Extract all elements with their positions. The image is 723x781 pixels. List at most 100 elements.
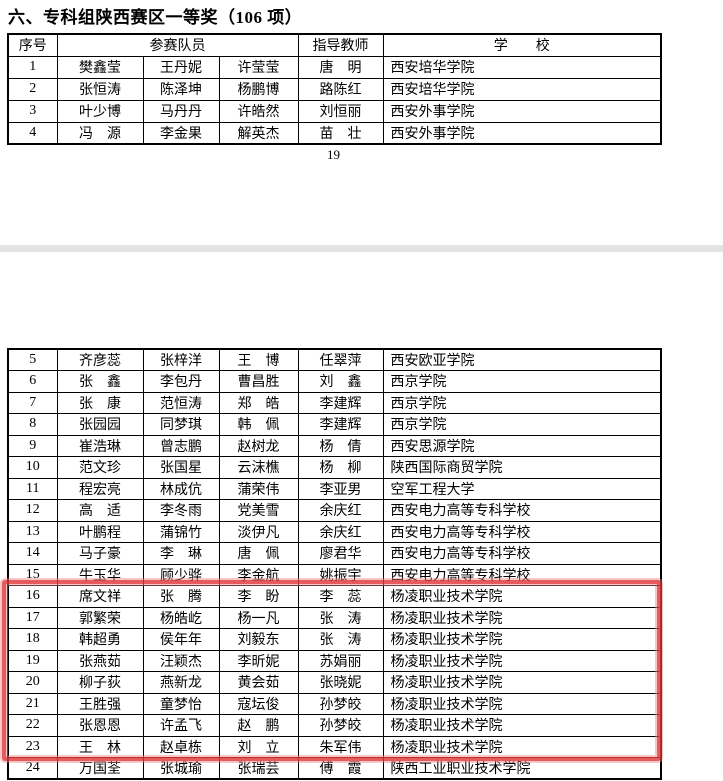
member2-cell: 李 琳 — [142, 542, 220, 565]
member1-cell: 叶鹏程 — [56, 520, 144, 543]
member1-cell: 张园园 — [56, 413, 144, 436]
member3-cell: 赵树龙 — [218, 434, 299, 457]
member2-cell: 同梦琪 — [142, 413, 220, 436]
teacher-cell: 路陈红 — [297, 77, 384, 101]
member1-cell: 张 鑫 — [56, 370, 144, 393]
member3-cell: 李昕妮 — [218, 649, 299, 672]
index-cell: 2 — [7, 77, 58, 101]
member1-cell: 张恒涛 — [56, 77, 144, 101]
member3-cell: 党美雪 — [218, 499, 299, 522]
member2-cell: 陈泽坤 — [142, 77, 220, 101]
index-cell: 13 — [7, 520, 58, 543]
school-cell: 陕西工业职业技术学院 — [382, 757, 662, 780]
table-row: 2 张恒涛 陈泽坤 杨鹏博 路陈红 西安培华学院 — [7, 77, 662, 101]
school-cell: 西安欧亚学院 — [382, 348, 662, 371]
member2-cell: 曾志鹏 — [142, 434, 220, 457]
table-row: 12 高 适 李冬雨 党美雪 余庆红 西安电力高等专科学校 — [7, 499, 662, 522]
teacher-cell: 杨 倩 — [297, 434, 384, 457]
table-row: 24 万国荃 张城瑜 张瑞芸 傅 霞 陕西工业职业技术学院 — [7, 757, 662, 780]
table-row: 10 范文珍 张国星 云沫樵 杨 柳 陕西国际商贸学院 — [7, 456, 662, 479]
member3-cell: 云沫樵 — [218, 456, 299, 479]
teacher-cell: 苏娟丽 — [297, 649, 384, 672]
teacher-cell: 朱军伟 — [297, 735, 384, 758]
school-cell: 西安电力高等专科学校 — [382, 563, 662, 586]
member1-cell: 张 康 — [56, 391, 144, 414]
member3-cell: 曹昌胜 — [218, 370, 299, 393]
teacher-cell: 李亚男 — [297, 477, 384, 500]
teacher-cell: 余庆红 — [297, 520, 384, 543]
table-row: 23 王 林 赵卓栋 刘 立 朱军伟 杨凌职业技术学院 — [7, 735, 662, 758]
school-cell: 杨凌职业技术学院 — [382, 606, 662, 629]
index-cell: 7 — [7, 391, 58, 414]
member3-cell: 淡伊凡 — [218, 520, 299, 543]
index-cell: 16 — [7, 585, 58, 608]
member3-cell: 许莹莹 — [218, 55, 299, 79]
school-cell: 杨凌职业技术学院 — [382, 692, 662, 715]
table-row: 20 柳子荻 燕新龙 黄会茹 张晓妮 杨凌职业技术学院 — [7, 671, 662, 694]
member1-cell: 叶少博 — [56, 99, 144, 123]
member1-cell: 高 适 — [56, 499, 144, 522]
member2-cell: 王丹妮 — [142, 55, 220, 79]
member2-cell: 燕新龙 — [142, 671, 220, 694]
column-header-index: 序号 — [7, 33, 58, 57]
member2-cell: 林成伉 — [142, 477, 220, 500]
teacher-cell: 张 涛 — [297, 628, 384, 651]
index-cell: 6 — [7, 370, 58, 393]
school-cell: 杨凌职业技术学院 — [382, 714, 662, 737]
table-row: 1 樊鑫莹 王丹妮 许莹莹 唐 明 西安培华学院 — [7, 55, 662, 79]
member2-cell: 李包丹 — [142, 370, 220, 393]
awards-table-page2: 5 齐彦蕊 张梓洋 王 博 任翠萍 西安欧亚学院 6 张 鑫 李包丹 曹昌胜 刘… — [7, 348, 662, 780]
member2-cell: 张城瑜 — [142, 757, 220, 780]
member3-cell: 寇坛俊 — [218, 692, 299, 715]
member2-cell: 侯年年 — [142, 628, 220, 651]
table-row: 9 崔浩琳 曾志鹏 赵树龙 杨 倩 西安思源学院 — [7, 434, 662, 457]
teacher-cell: 刘恒丽 — [297, 99, 384, 123]
member2-cell: 顾少骅 — [142, 563, 220, 586]
school-cell: 西京学院 — [382, 413, 662, 436]
school-cell: 西安思源学院 — [382, 434, 662, 457]
table-row: 4 冯 源 李金果 解英杰 苗 壮 西安外事学院 — [7, 121, 662, 145]
column-header-school: 学 校 — [382, 33, 662, 57]
index-cell: 10 — [7, 456, 58, 479]
school-cell: 西京学院 — [382, 370, 662, 393]
member3-cell: 许皓然 — [218, 99, 299, 123]
member1-cell: 樊鑫莹 — [56, 55, 144, 79]
school-cell: 杨凌职业技术学院 — [382, 671, 662, 694]
table-row: 13 叶鹏程 蒲锦竹 淡伊凡 余庆红 西安电力高等专科学校 — [7, 520, 662, 543]
member3-cell: 蒲荣伟 — [218, 477, 299, 500]
teacher-cell: 苗 壮 — [297, 121, 384, 145]
index-cell: 1 — [7, 55, 58, 79]
index-cell: 4 — [7, 121, 58, 145]
member1-cell: 万国荃 — [56, 757, 144, 780]
member3-cell: 刘毅东 — [218, 628, 299, 651]
member1-cell: 齐彦蕊 — [56, 348, 144, 371]
school-cell: 西安电力高等专科学校 — [382, 542, 662, 565]
teacher-cell: 张晓妮 — [297, 671, 384, 694]
member1-cell: 崔浩琳 — [56, 434, 144, 457]
member1-cell: 柳子荻 — [56, 671, 144, 694]
teacher-cell: 孙梦皎 — [297, 714, 384, 737]
index-cell: 24 — [7, 757, 58, 780]
member3-cell: 张瑞芸 — [218, 757, 299, 780]
member2-cell: 张梓洋 — [142, 348, 220, 371]
index-cell: 22 — [7, 714, 58, 737]
teacher-cell: 李建辉 — [297, 413, 384, 436]
table-row: 11 程宏亮 林成伉 蒲荣伟 李亚男 空军工程大学 — [7, 477, 662, 500]
table-row: 22 张恩恩 许孟飞 赵 鹏 孙梦皎 杨凌职业技术学院 — [7, 714, 662, 737]
index-cell: 19 — [7, 649, 58, 672]
table-header-row: 序号 参赛队员 指导教师 学 校 — [7, 33, 662, 57]
member1-cell: 韩超勇 — [56, 628, 144, 651]
teacher-cell: 姚振宇 — [297, 563, 384, 586]
school-cell: 陕西国际商贸学院 — [382, 456, 662, 479]
member1-cell: 马子豪 — [56, 542, 144, 565]
index-cell: 21 — [7, 692, 58, 715]
member2-cell: 汪颖杰 — [142, 649, 220, 672]
index-cell: 14 — [7, 542, 58, 565]
table-row: 14 马子豪 李 琳 唐 佩 廖君华 西安电力高等专科学校 — [7, 542, 662, 565]
member1-cell: 王 林 — [56, 735, 144, 758]
table-row: 3 叶少博 马丹丹 许皓然 刘恒丽 西安外事学院 — [7, 99, 662, 123]
member2-cell: 杨皓屹 — [142, 606, 220, 629]
index-cell: 17 — [7, 606, 58, 629]
member2-cell: 蒲锦竹 — [142, 520, 220, 543]
